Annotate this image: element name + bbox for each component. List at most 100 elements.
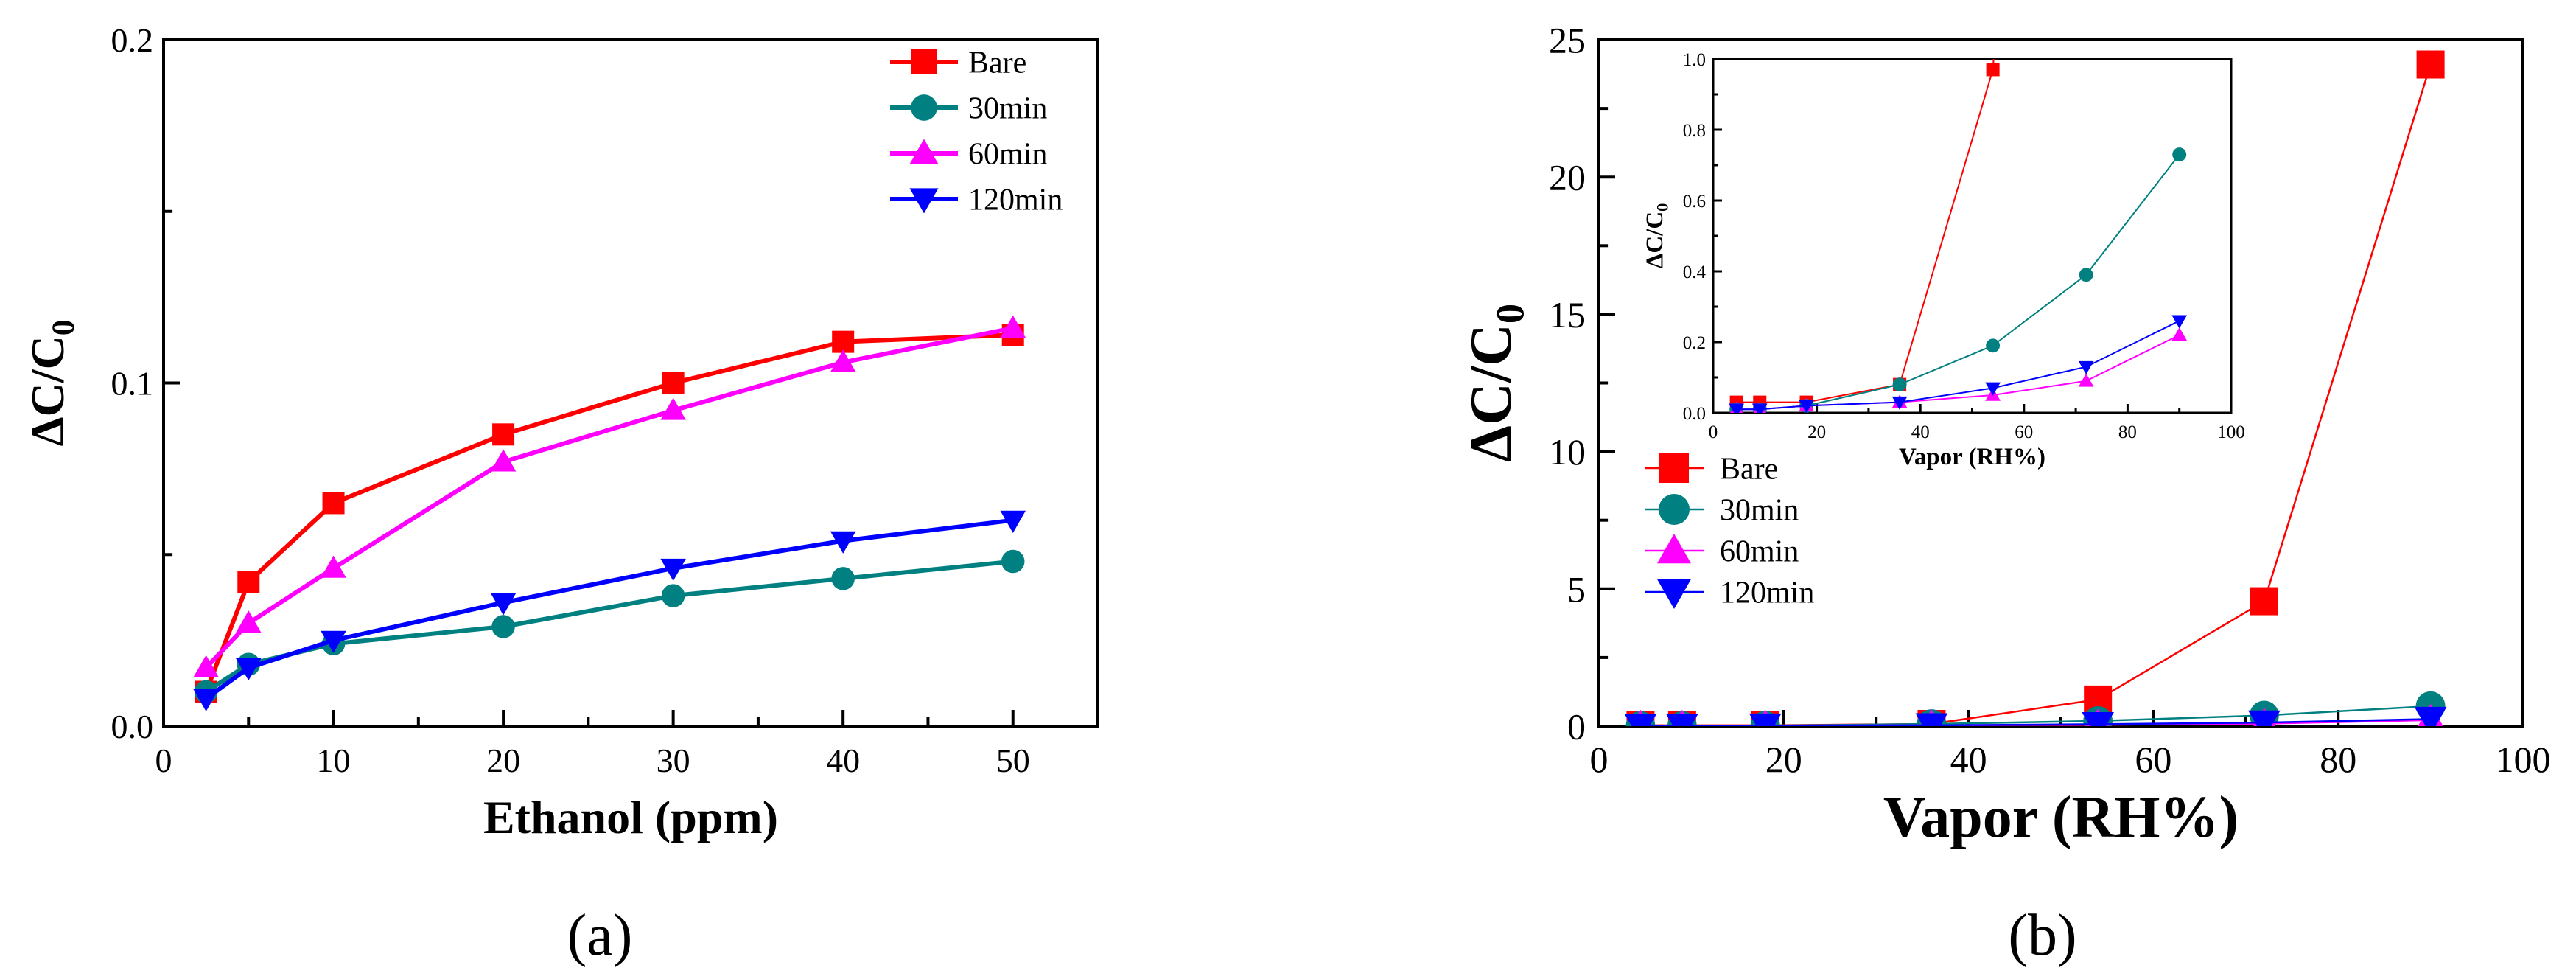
y-tick-label: 0.6	[1683, 192, 1706, 212]
chart-b-inset: 0 20 40 60 80 100 0.0 0.2 0.4 0.6 0.8 1.0 Vapor (RH%…	[1642, 50, 2245, 470]
y-axis-title-subscript: 0	[1488, 304, 1533, 324]
x-tick-label: 0	[1709, 422, 1718, 442]
legend-marker-120min	[1657, 579, 1691, 609]
legend-label-Bare: Bare	[968, 46, 1026, 80]
data-area	[193, 315, 1026, 712]
data-point-120min-5	[830, 531, 856, 554]
legend-marker-30min	[911, 94, 937, 121]
legend-marker-30min	[1659, 494, 1690, 525]
x-tick-label: 20	[1807, 422, 1826, 442]
data-point-60min-2	[321, 555, 346, 578]
data-point-120min-4	[660, 558, 686, 582]
data-point-120min-2	[1799, 400, 1814, 413]
legend: Bare 30min 60min 120min	[890, 46, 1063, 217]
legend-marker-120min	[909, 188, 939, 214]
data-point-30min-6	[2172, 147, 2187, 162]
x-tick-label: 40	[1950, 739, 1987, 780]
data-area	[1624, 50, 2447, 726]
x-tick-label: 80	[2320, 739, 2356, 780]
y-tick-label: 20	[1549, 157, 1586, 198]
x-tick-label: 40	[1911, 422, 1930, 442]
y-tick-label: 0.0	[1683, 404, 1706, 424]
data-point-Bare-4	[1986, 63, 2000, 77]
data-point-Bare-3	[492, 423, 515, 446]
y-tick-label: 0.8	[1683, 121, 1706, 141]
data-point-120min-3	[1891, 396, 1908, 410]
data-point-60min-4	[660, 397, 686, 420]
y-axis-title-main: ΔC/C	[1642, 212, 1668, 269]
legend-marker-Bare	[1659, 453, 1689, 483]
y-axis-title: ΔC/C0	[21, 319, 81, 446]
x-tick-label: 20	[486, 742, 520, 779]
data-point-Bare-6	[2416, 50, 2445, 79]
x-axis-title: Vapor (RH%)	[1899, 444, 2045, 470]
legend-label-30min: 30min	[1720, 494, 1799, 528]
data-point-120min-0	[193, 689, 219, 712]
data-point-30min-5	[2079, 268, 2093, 282]
legend-label-30min: 30min	[968, 92, 1047, 126]
data-point-120min-4	[2082, 712, 2115, 726]
data-point-30min-4	[661, 584, 685, 607]
legend-marker-60min	[1657, 534, 1691, 564]
x-tick-label: 10	[317, 742, 351, 779]
y-tick-label: 1.0	[1683, 50, 1706, 70]
data-point-120min-1	[1751, 403, 1768, 413]
data-point-120min-0	[1624, 714, 1657, 726]
x-tick-label: 0	[1590, 739, 1609, 780]
x-tick-label: 0	[155, 742, 172, 779]
y-tick-label: 0	[1567, 706, 1586, 748]
data-point-60min-3	[490, 449, 517, 472]
data-point-120min-2	[321, 630, 346, 653]
data-point-120min-6	[2171, 315, 2188, 329]
data-point-60min-1	[236, 610, 262, 633]
x-tick-label: 20	[1765, 739, 1802, 780]
data-point-120min-5	[2078, 360, 2094, 374]
data-point-120min-5	[2248, 710, 2281, 726]
x-axis-title: Vapor (RH%)	[1883, 785, 2239, 850]
series-line-30min	[1736, 153, 2180, 411]
x-tick-label: 80	[2118, 422, 2137, 442]
legend-label-120min: 120min	[968, 184, 1063, 217]
data-point-120min-3	[490, 593, 517, 616]
y-tick-label: 0.2	[111, 21, 154, 59]
plot-frame	[162, 38, 1099, 728]
data-point-Bare-1	[237, 571, 260, 593]
panel-label: (b)	[2008, 903, 2076, 968]
x-tick-label: 60	[2015, 422, 2033, 442]
data-point-60min-5	[2078, 373, 2094, 387]
data-point-120min-1	[236, 658, 262, 681]
y-tick-label: 0.0	[111, 708, 154, 745]
data-point-60min-6	[1000, 315, 1026, 338]
y-tick-label: 0.1	[111, 365, 154, 403]
data-point-120min-3	[1915, 713, 1948, 726]
y-tick-label: 0.4	[1683, 262, 1707, 282]
series-line-Bare	[1736, 59, 1995, 403]
legend-label-120min: 120min	[1720, 576, 1814, 610]
legend-label-Bare: Bare	[1720, 453, 1778, 487]
data-point-30min-6	[1001, 549, 1025, 574]
y-axis-title-main: ΔC/C	[1459, 324, 1524, 462]
data-point-60min-5	[830, 349, 856, 372]
data-point-60min-0	[193, 655, 219, 677]
data-point-Bare-5	[832, 330, 855, 353]
x-tick-label: 40	[826, 742, 860, 779]
data-point-120min-2	[1749, 713, 1782, 726]
data-point-120min-6	[2414, 706, 2447, 726]
data-point-120min-6	[1000, 510, 1026, 533]
legend: Bare 30min 60min 120min	[1645, 453, 1814, 610]
series-line-Bare	[1640, 64, 2432, 726]
data-point-Bare-4	[662, 372, 685, 394]
data-point-30min-3	[1892, 377, 1907, 392]
y-tick-label: 5	[1567, 568, 1586, 610]
y-axis-title-main: ΔC/C	[21, 335, 74, 446]
y-tick-label: 15	[1549, 294, 1586, 335]
data-point-60min-6	[2171, 327, 2188, 341]
y-axis-title-subscript: 0	[1653, 203, 1671, 212]
x-tick-label: 50	[996, 742, 1030, 779]
legend-label-60min: 60min	[1720, 535, 1799, 569]
data-point-120min-1	[1666, 714, 1698, 726]
y-axis-title-subscript: 0	[46, 319, 81, 335]
